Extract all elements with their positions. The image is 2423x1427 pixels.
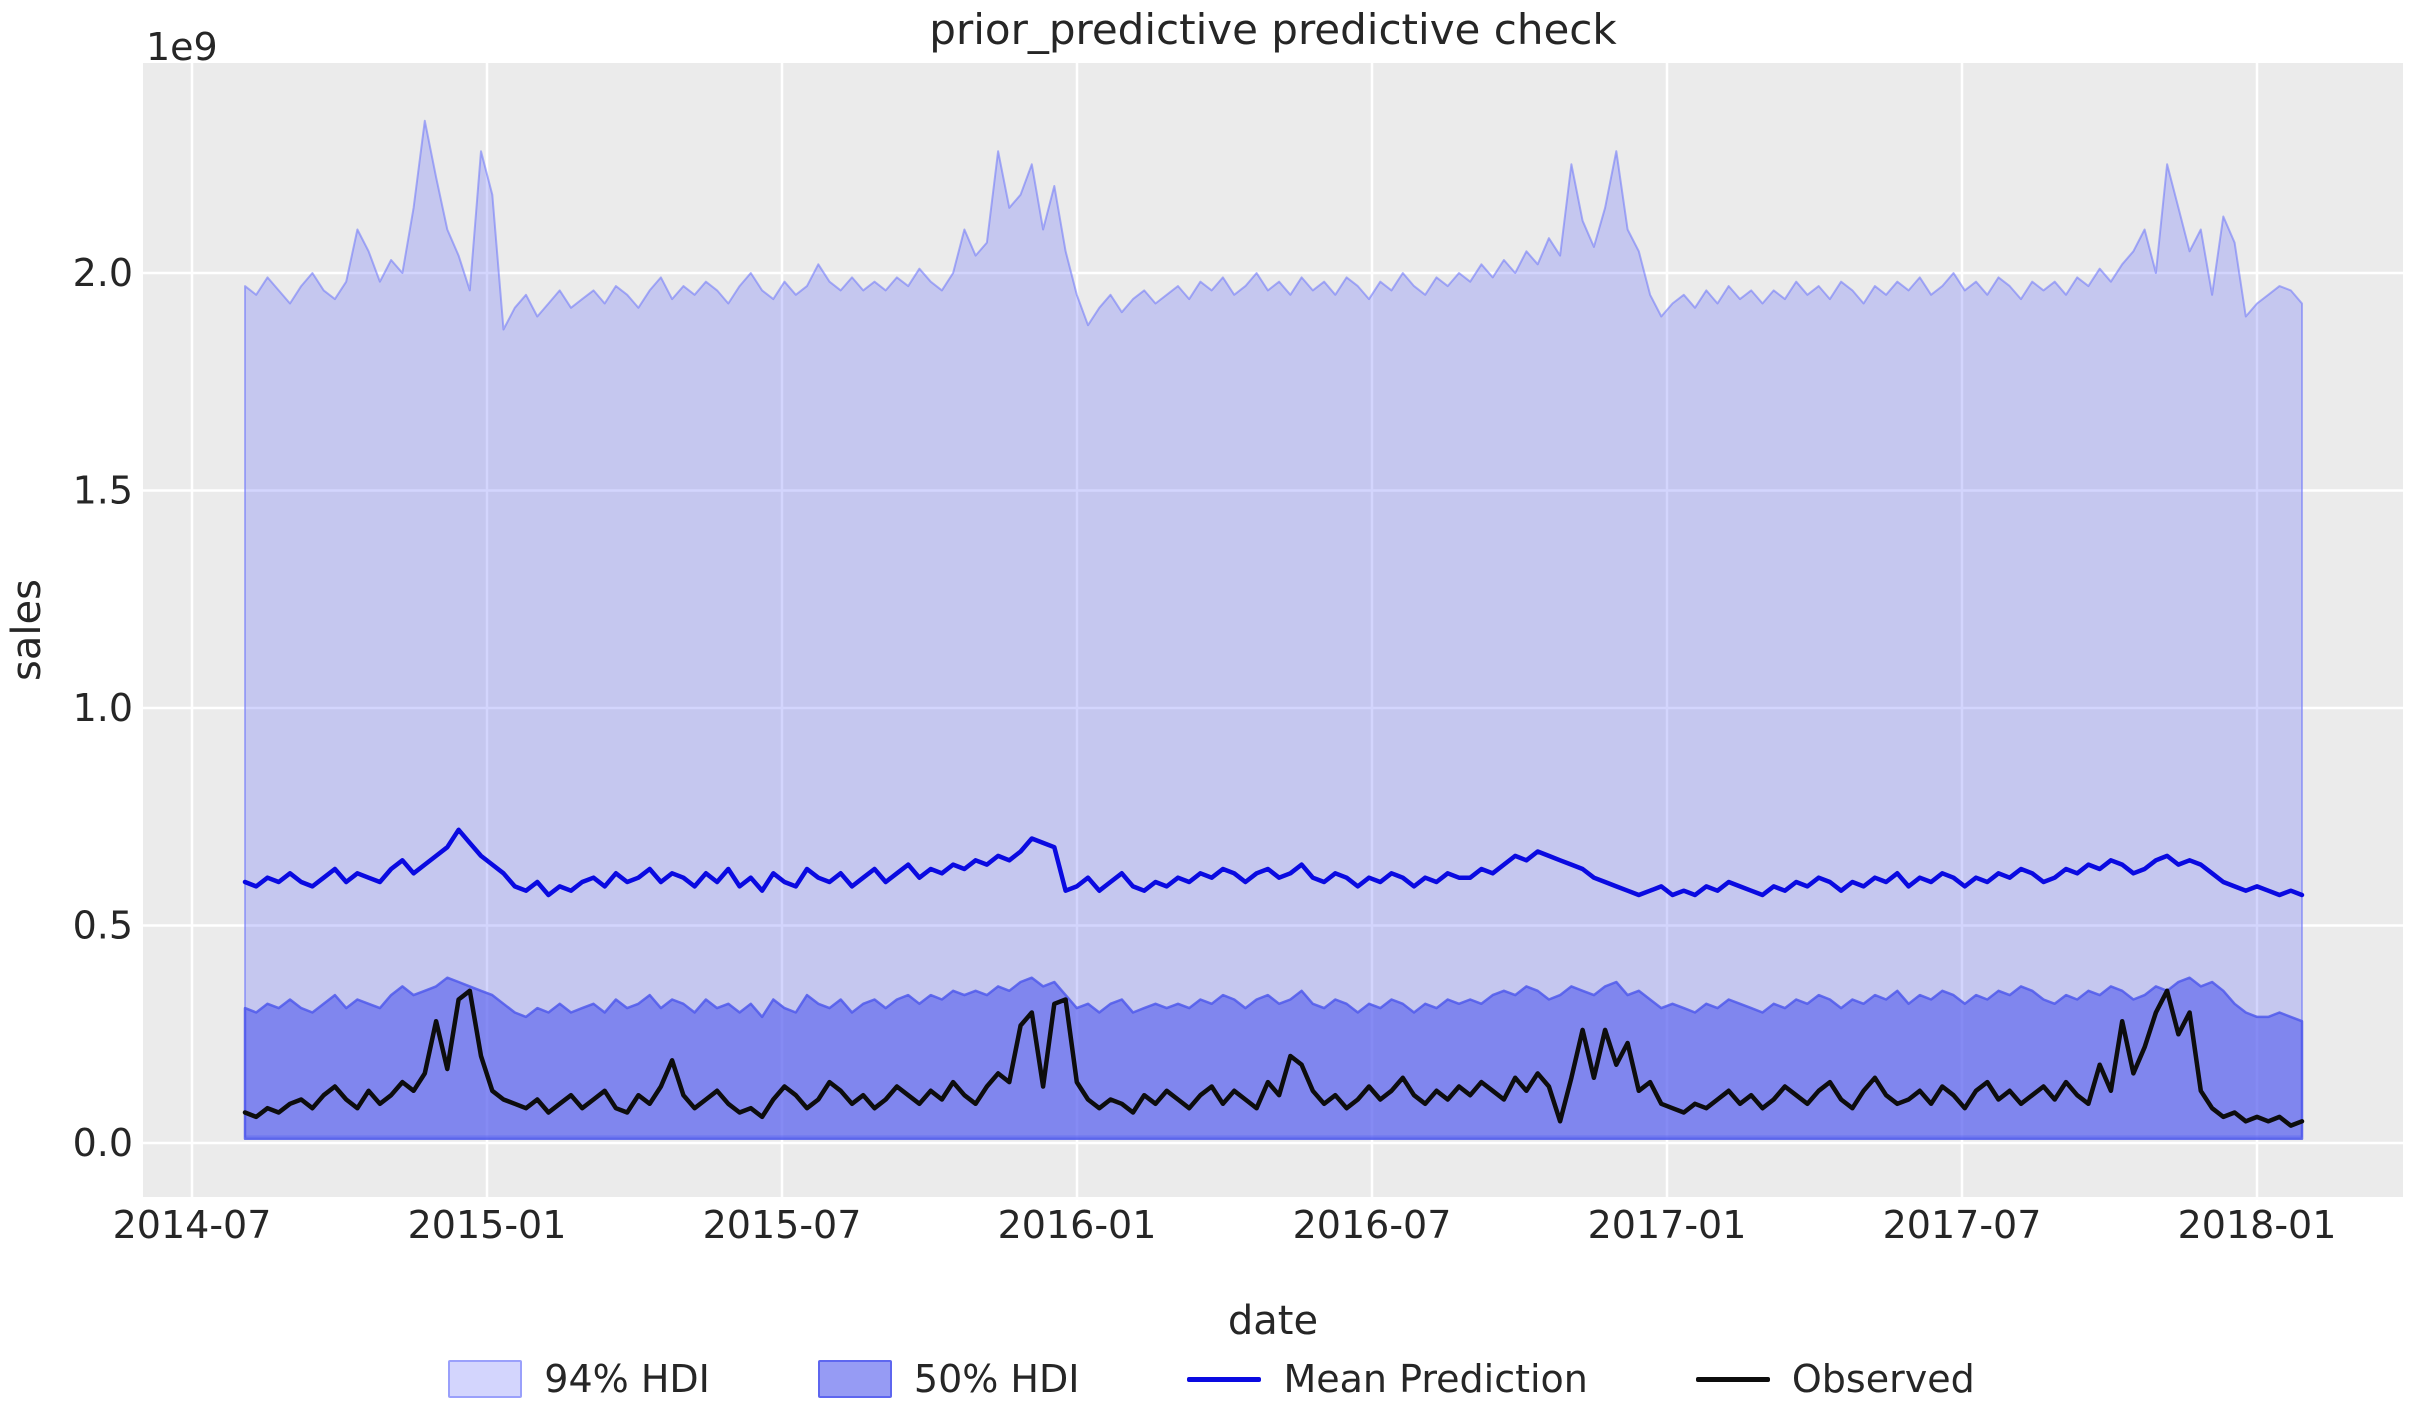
observed-line-icon bbox=[1695, 1376, 1770, 1382]
y-axis-label: sales bbox=[4, 579, 50, 681]
mean-prediction-line-icon bbox=[1187, 1376, 1262, 1382]
tick-label-layer: 0.0 0.5 1.0 1.5 2.0 2014-07 2015-01 2015-07 2016… bbox=[73, 251, 2337, 1247]
x-tick-label: 2018-01 bbox=[2178, 1203, 2337, 1247]
chart-title: prior_predictive predictive check bbox=[929, 5, 1617, 54]
legend-item-94-hdi: 94% HDI bbox=[448, 1357, 710, 1401]
x-tick-label: 2015-01 bbox=[408, 1203, 567, 1247]
legend-item-observed: Observed bbox=[1695, 1357, 1975, 1401]
legend-label-mean-prediction: Mean Prediction bbox=[1283, 1357, 1588, 1401]
x-axis-label: date bbox=[1228, 1298, 1318, 1344]
series-line-layer bbox=[242, 827, 2305, 1128]
94-hdi-band bbox=[244, 119, 2303, 1138]
observed-line bbox=[242, 988, 2305, 1128]
x-tick-label: 2017-01 bbox=[1588, 1203, 1747, 1247]
y-tick-label: 0.5 bbox=[73, 904, 133, 948]
legend-label-observed: Observed bbox=[1791, 1357, 1975, 1401]
y-tick-label: 0.0 bbox=[73, 1121, 133, 1165]
hdi-band-layer bbox=[243, 119, 2304, 1140]
x-tick-label: 2014-07 bbox=[113, 1203, 272, 1247]
legend-item-50-hdi: 50% HDI bbox=[817, 1357, 1080, 1401]
mean-prediction-line bbox=[242, 827, 2305, 898]
x-tick-label: 2017-07 bbox=[1883, 1203, 2042, 1247]
x-tick-label: 2016-01 bbox=[998, 1203, 1157, 1247]
50-hdi-swatch-icon bbox=[817, 1360, 892, 1398]
50-hdi-band bbox=[243, 976, 2304, 1140]
y-tick-label: 2.0 bbox=[73, 251, 133, 295]
legend-item-mean-prediction: Mean Prediction bbox=[1187, 1357, 1588, 1401]
y-tick-label: 1.0 bbox=[73, 686, 133, 730]
legend-label-50-hdi: 50% HDI bbox=[913, 1357, 1080, 1401]
y-tick-label: 1.5 bbox=[73, 469, 133, 513]
y-offset-label: 1e9 bbox=[146, 25, 218, 69]
legend-label-94-hdi: 94% HDI bbox=[544, 1357, 710, 1401]
x-tick-label: 2015-07 bbox=[703, 1203, 862, 1247]
x-tick-label: 2016-07 bbox=[1293, 1203, 1452, 1247]
legend: 94% HDI 50% HDI Mean Prediction Observed bbox=[0, 1344, 2423, 1414]
94-hdi-swatch-icon bbox=[448, 1360, 523, 1398]
